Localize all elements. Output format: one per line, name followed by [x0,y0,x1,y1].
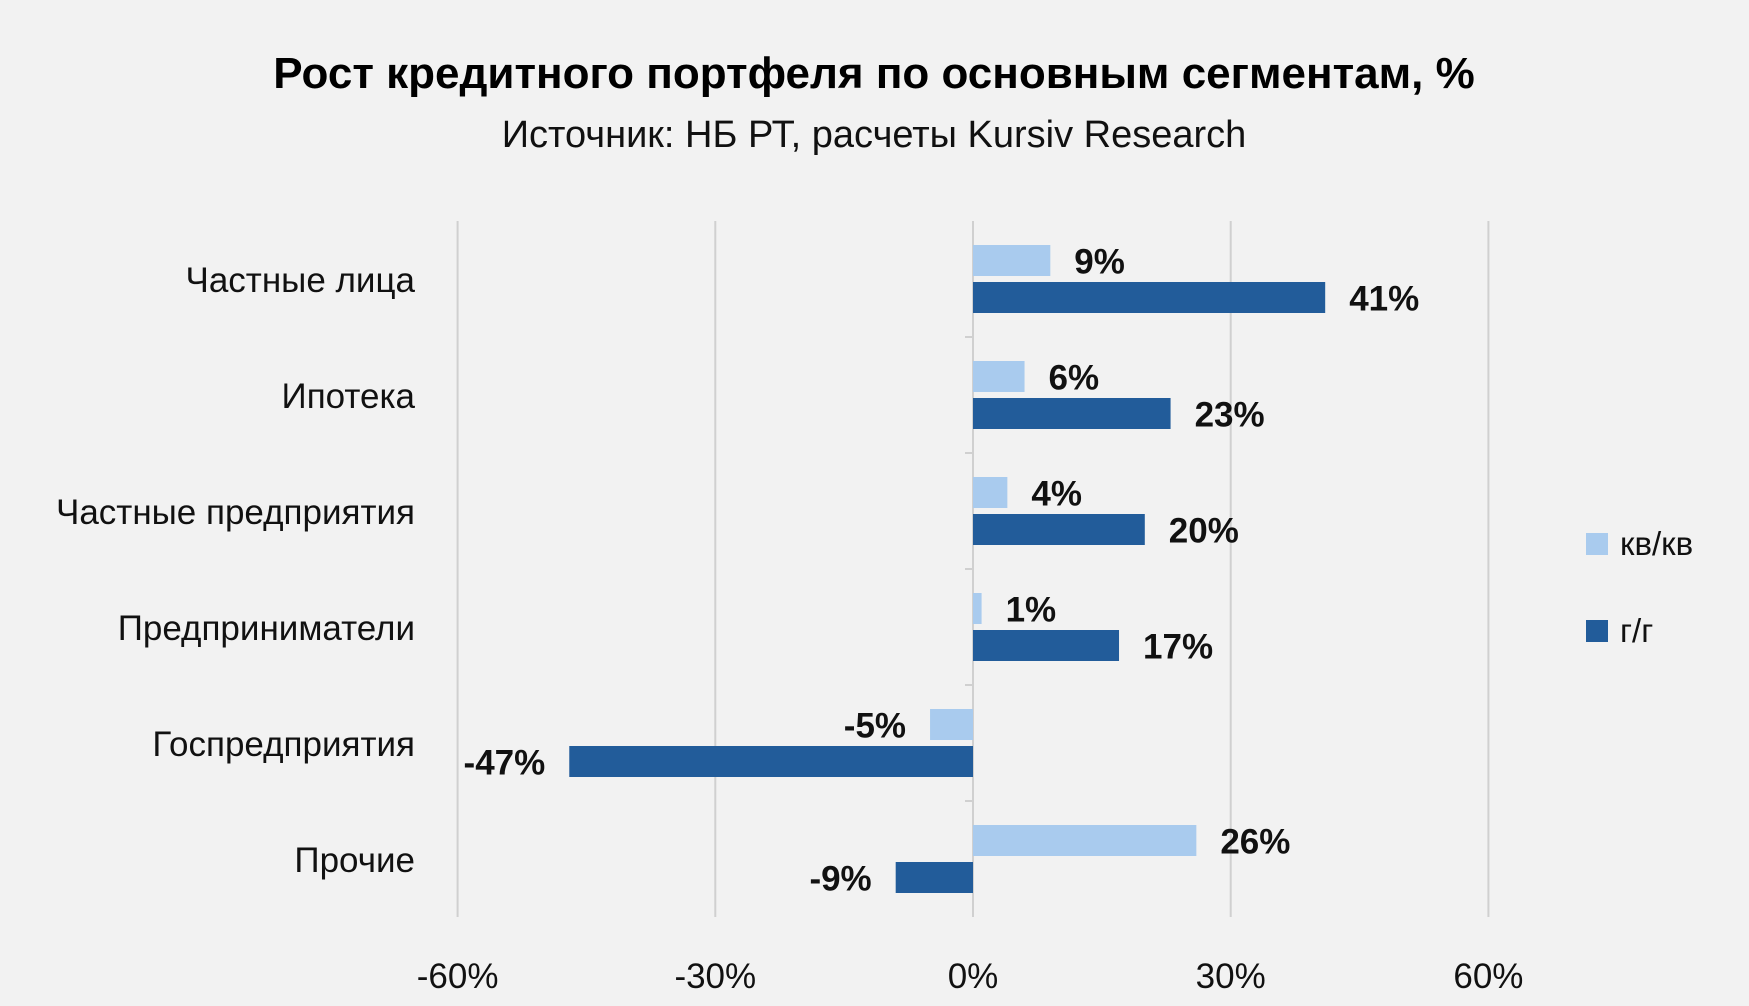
legend: кв/кв г/г [1586,525,1693,649]
category-label: Предприниматели [118,609,415,648]
legend-swatch [1586,620,1608,642]
x-tick-label: 60% [1453,957,1523,996]
data-label: 20% [1169,512,1239,551]
bar-qoq [973,245,1051,276]
category-label: Прочие [294,841,415,880]
bar-yoy [973,398,1171,429]
x-tick-label: -60% [417,957,499,996]
chart-subtitle: Источник: НБ РТ, расчеты Kursiv Research [502,114,1247,156]
legend-swatch [1586,533,1608,555]
bar-qoq [973,477,1008,508]
x-tick-label: 0% [948,957,999,996]
data-label: 23% [1195,396,1265,435]
bar-yoy [569,746,973,777]
category-label: Госпредприятия [152,725,415,764]
bar-qoq [973,361,1025,392]
data-label: 6% [1049,359,1100,398]
category-label: Ипотека [282,377,416,416]
bar-qoq [930,709,973,740]
bar-qoq [973,825,1197,856]
chart-title: Рост кредитного портфеля по основным сег… [273,49,1474,98]
data-label: 4% [1031,475,1082,514]
bar-yoy [973,514,1145,545]
bar-yoy [973,282,1326,313]
bar-qoq [973,593,982,624]
legend-label: г/г [1620,612,1653,649]
data-label: -47% [464,744,546,783]
category-label: Частные лица [186,261,416,300]
legend-label: кв/кв [1620,525,1693,562]
data-label: 41% [1349,280,1419,319]
data-label: 26% [1220,823,1290,862]
data-label: -9% [809,860,871,899]
bar-yoy [973,630,1120,661]
data-label: 9% [1074,243,1125,282]
x-tick-label: -30% [674,957,756,996]
data-label: -5% [844,707,906,746]
x-tick-label: 30% [1196,957,1266,996]
category-label: Частные предприятия [56,493,415,532]
bar-yoy [895,862,973,893]
data-label: 17% [1143,628,1213,667]
data-label: 1% [1006,591,1057,630]
